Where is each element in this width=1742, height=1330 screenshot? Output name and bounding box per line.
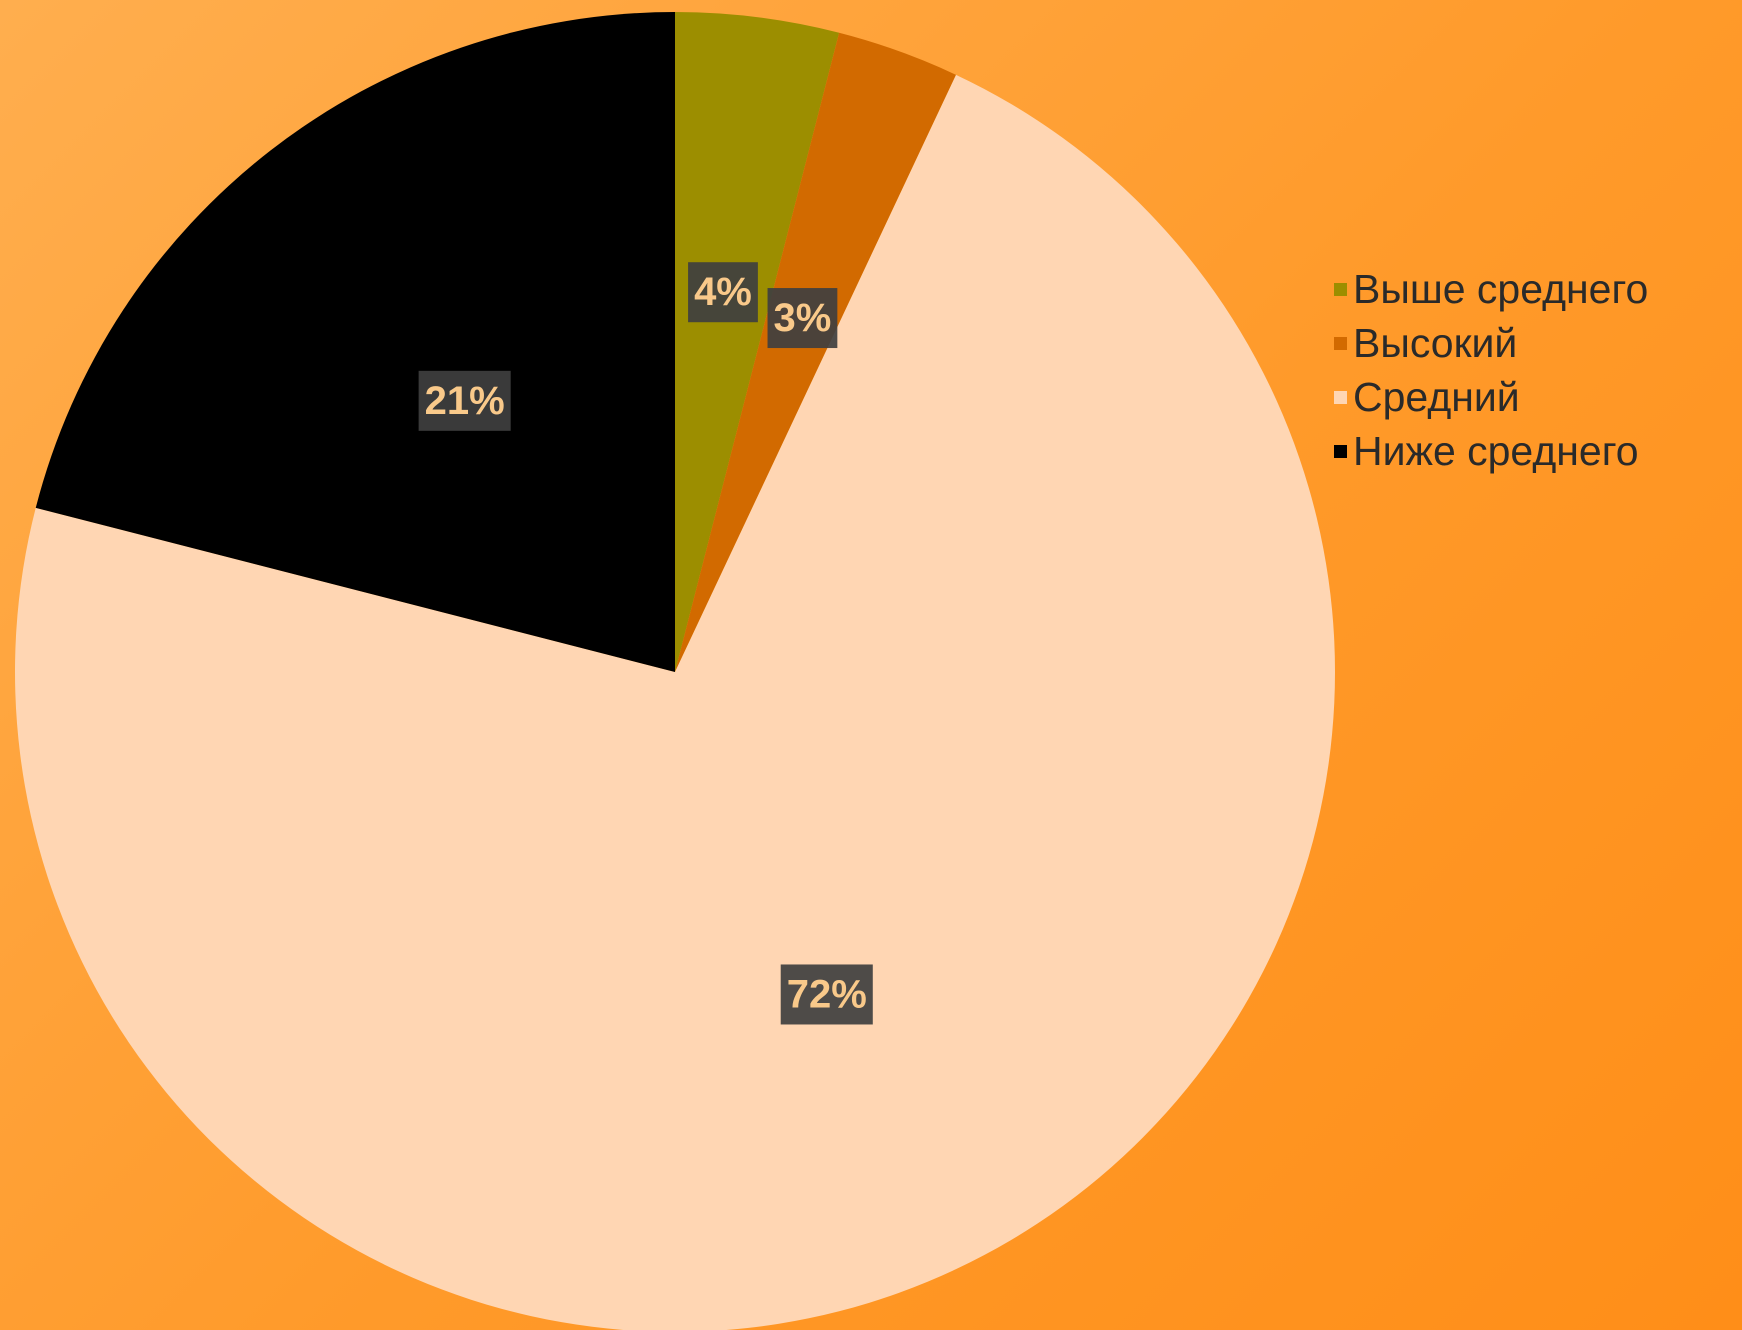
data-label: 21% — [425, 379, 505, 423]
legend-item: Ниже среднего — [1334, 424, 1648, 478]
data-label-background — [688, 262, 758, 323]
legend-swatch — [1334, 390, 1347, 404]
data-label-group: 3% — [767, 288, 838, 349]
legend-label: Высокий — [1353, 320, 1518, 366]
data-label-group: 21% — [418, 370, 511, 431]
chart-legend: Выше среднего Высокий Средний Ниже средн… — [1334, 262, 1648, 478]
data-label: 72% — [787, 972, 867, 1016]
legend-item: Средний — [1334, 370, 1648, 424]
legend-label: Средний — [1353, 374, 1520, 420]
data-label-background — [780, 964, 873, 1025]
pie-slice — [35, 12, 676, 672]
legend-item: Высокий — [1334, 316, 1648, 370]
legend-swatch — [1334, 336, 1347, 350]
legend-swatch — [1334, 282, 1347, 296]
pie-slice — [15, 74, 1336, 1330]
legend-label: Ниже среднего — [1353, 428, 1639, 474]
data-label-background — [418, 370, 511, 431]
data-label: 3% — [774, 296, 832, 340]
data-label-group: 72% — [780, 964, 873, 1025]
pie-slice — [675, 12, 840, 672]
pie-slice — [675, 32, 957, 673]
legend-label: Выше среднего — [1353, 266, 1649, 312]
data-label-group: 4% — [688, 262, 758, 323]
data-label: 4% — [694, 270, 752, 314]
data-label-background — [767, 288, 838, 349]
legend-swatch — [1334, 444, 1347, 458]
legend-item: Выше среднего — [1334, 262, 1648, 316]
